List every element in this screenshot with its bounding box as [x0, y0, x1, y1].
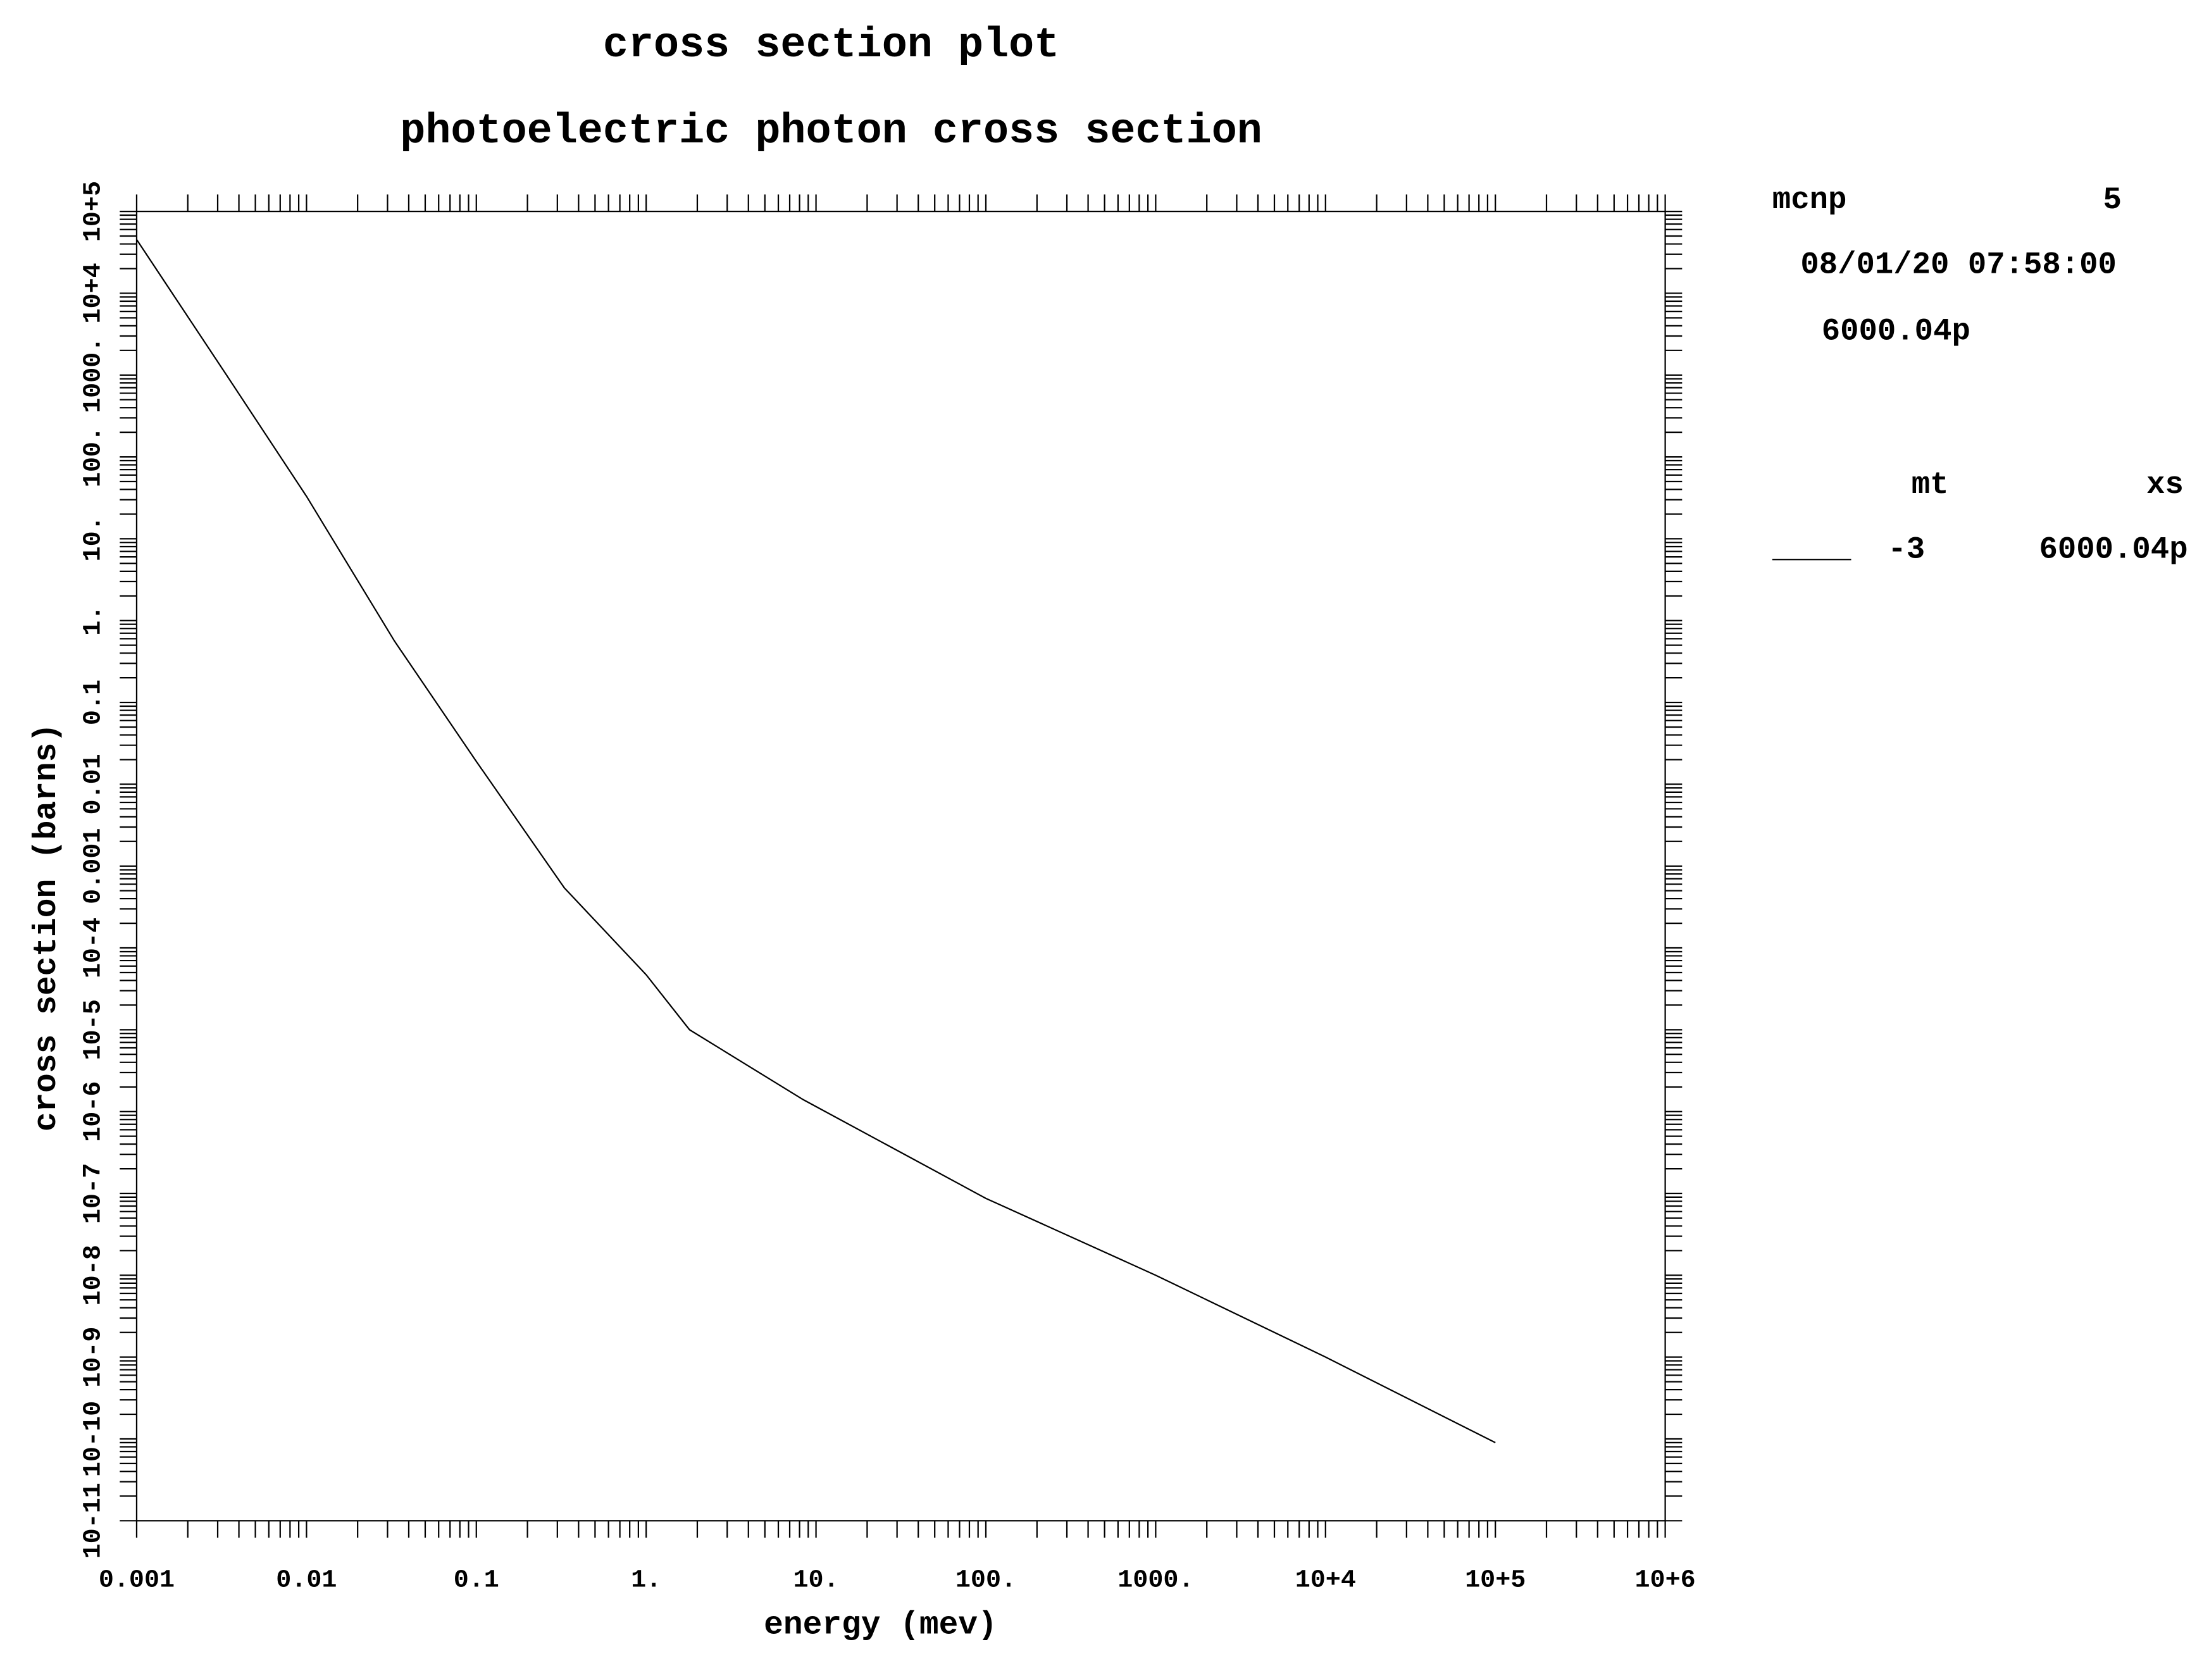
x-tick-label: 100.: [955, 1566, 1016, 1595]
legend-header: xs: [2146, 467, 2184, 502]
x-tick-label: 0.1: [454, 1566, 499, 1595]
y-tick-label: 10-6: [80, 1081, 108, 1142]
y-tick-label: 10+5: [80, 181, 108, 242]
x-tick-label: 10+4: [1295, 1566, 1356, 1595]
x-tick-label: 10+6: [1635, 1566, 1696, 1595]
y-tick-label: 10-5: [80, 999, 108, 1060]
y-tick-label: 10+4: [80, 263, 108, 323]
data-line: [136, 239, 1496, 1443]
x-tick-label: 1000.: [1117, 1566, 1193, 1595]
x-tick-label: 0.001: [99, 1566, 175, 1595]
info-date: 08/01/20 07:58:00: [1800, 247, 2117, 283]
y-tick-label: 0.001: [80, 828, 108, 904]
y-tick-label: 10-4: [80, 918, 108, 978]
legend-label: 6000.04p: [2039, 532, 2187, 568]
info-library: 6000.04p: [1822, 313, 1970, 349]
x-tick-label: 0.01: [276, 1566, 337, 1595]
info-code: mcnp: [1772, 182, 1847, 218]
y-axis-label: cross section (barns): [28, 723, 65, 1131]
y-tick-label: 10-8: [80, 1245, 108, 1305]
y-tick-label: 10-11: [80, 1483, 108, 1559]
chart-title: cross section plot: [603, 22, 1059, 70]
y-tick-label: 100.: [80, 426, 108, 487]
y-tick-label: 10-7: [80, 1163, 108, 1224]
y-tick-label: 10-9: [80, 1327, 108, 1388]
x-tick-label: 10.: [793, 1566, 839, 1595]
info-version: 5: [2103, 182, 2122, 218]
y-tick-label: 1000.: [80, 337, 108, 413]
x-tick-label: 1.: [631, 1566, 661, 1595]
y-tick-label: 10-10: [80, 1401, 108, 1477]
x-tick-label: 10+5: [1465, 1566, 1526, 1595]
legend-mt: -3: [1888, 532, 1925, 568]
y-tick-label: 0.01: [80, 754, 108, 814]
chart-subtitle: photoelectric photon cross section: [400, 108, 1262, 156]
x-axis-label: energy (mev): [764, 1607, 997, 1644]
legend-header: mt: [1912, 467, 1949, 502]
y-tick-label: 0.1: [80, 680, 108, 725]
plot-frame: [135, 210, 1666, 1522]
y-tick-label: 1.: [80, 606, 108, 636]
y-tick-label: 10.: [80, 516, 108, 561]
